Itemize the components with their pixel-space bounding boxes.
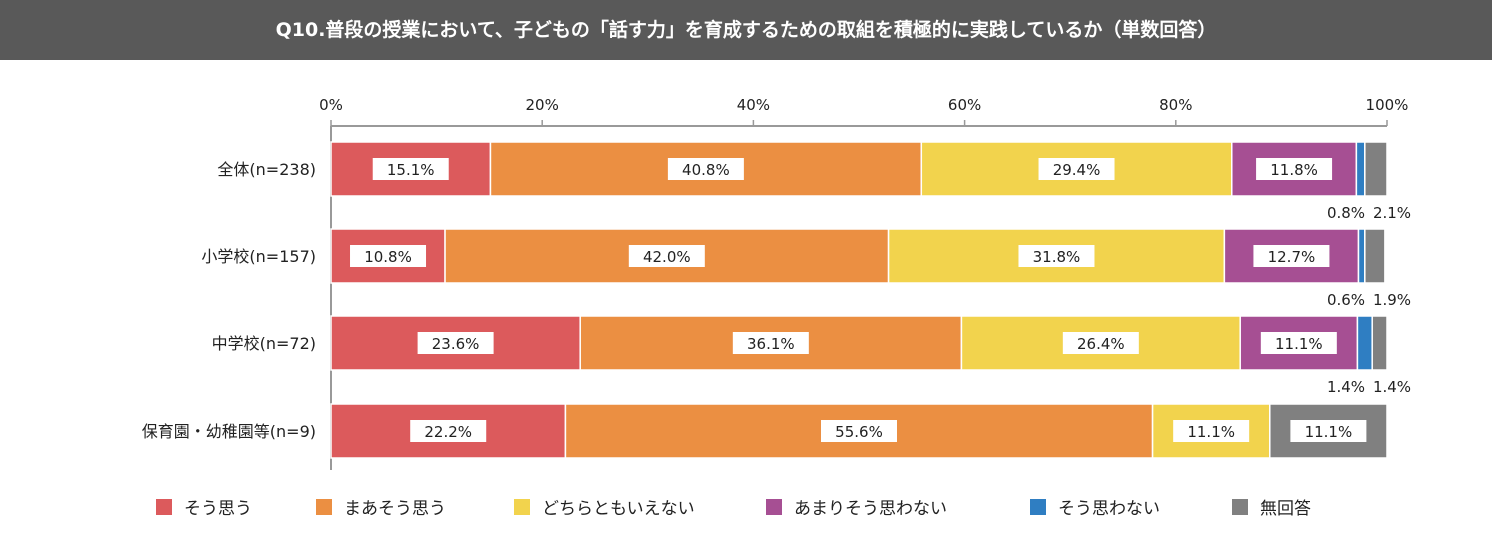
data-label: 15.1% [387,161,435,179]
data-label-box [1260,332,1337,354]
data-label: 31.8% [1033,248,1081,266]
data-label-box [821,420,897,442]
legend-item: そう思う [156,494,252,519]
data-label: 10.8% [364,248,412,266]
data-label: 55.6% [835,423,883,441]
chart-title: Q10.普段の授業において、子どもの「話す力」を育成するための取組を積極的に実践… [0,0,1492,60]
data-label: 36.1% [747,335,795,353]
legend-label: あまりそう思わない [794,499,947,519]
legend-item: あまりそう思わない [766,494,947,519]
legend-label: どちらともいえない [542,499,695,519]
legend-swatch [514,498,530,515]
data-label: 29.4% [1053,161,1101,179]
legend-label: 無回答 [1260,499,1311,519]
data-label-box [732,332,809,354]
legend-item: 無回答 [1232,494,1311,519]
x-tick-label: 80% [1159,96,1192,114]
legend-swatch [156,498,172,515]
bar-segment [1364,141,1388,197]
bar-segment [1356,315,1373,371]
data-label-box [417,332,494,354]
data-label-outside: 2.1% [1373,204,1411,222]
data-label-box [1038,158,1115,180]
data-label-outside: 1.4% [1373,378,1411,396]
data-label: 12.7% [1268,248,1316,266]
data-label: 40.8% [682,161,730,179]
x-tick-label: 40% [737,96,770,114]
bar-segment [960,315,1241,371]
legend-label: そう思う [184,499,252,519]
category-label: 保育園・幼稚園等(n=9) [142,422,316,441]
data-label-box [372,158,449,180]
data-label-box [1062,332,1139,354]
legend-label: そう思わない [1058,499,1160,519]
data-label-box [350,245,427,267]
bar-segment [1357,228,1366,284]
x-tick-label: 20% [526,96,559,114]
x-tick-label: 100% [1366,96,1409,114]
legend-swatch [766,498,782,515]
data-label-box [667,158,744,180]
data-label: 11.1% [1187,423,1235,441]
legend-item: まあそう思う [316,494,446,519]
legend-label: まあそう思う [344,499,446,519]
data-label: 26.4% [1077,335,1125,353]
data-label-box [1253,245,1330,267]
category-label: 中学校(n=72) [212,334,316,353]
bar-segment [1364,228,1386,284]
data-label-outside: 1.9% [1373,291,1411,309]
data-label-outside: 0.8% [1327,204,1365,222]
data-label-box [1018,245,1095,267]
legend: そう思う まあそう思う どちらともいえない あまりそう思わない そう思わない 無回答 [0,494,1492,524]
data-label-outside: 1.4% [1327,378,1365,396]
legend-item: そう思わない [1030,494,1160,519]
bar-segment [1371,315,1388,371]
data-label-outside: 0.6% [1327,291,1365,309]
legend-item: どちらともいえない [514,494,695,519]
bar-segment [330,141,492,197]
x-tick-label: 0% [319,96,343,114]
data-label: 11.1% [1305,423,1353,441]
data-label: 23.6% [432,335,480,353]
x-tick-label: 60% [948,96,981,114]
data-label: 11.8% [1270,161,1318,179]
bar-segment [1355,141,1366,197]
data-label-box [1256,158,1333,180]
legend-swatch [1232,498,1248,515]
data-label: 11.1% [1275,335,1323,353]
legend-swatch [316,498,332,515]
data-label-box [1290,420,1367,442]
data-label: 22.2% [424,423,472,441]
data-label-box [628,245,705,267]
data-label-box [410,420,487,442]
data-label-box [1173,420,1250,442]
data-label: 42.0% [643,248,691,266]
bar-segment [444,228,890,284]
legend-swatch [1030,498,1046,515]
category-label: 小学校(n=157) [201,247,316,266]
stacked-bar-chart: 0% 20% 40% 60% 80% 100% 全体(n=238) 15.1% 40.8% 29.… [142,96,1411,470]
category-label: 全体(n=238) [217,160,316,179]
